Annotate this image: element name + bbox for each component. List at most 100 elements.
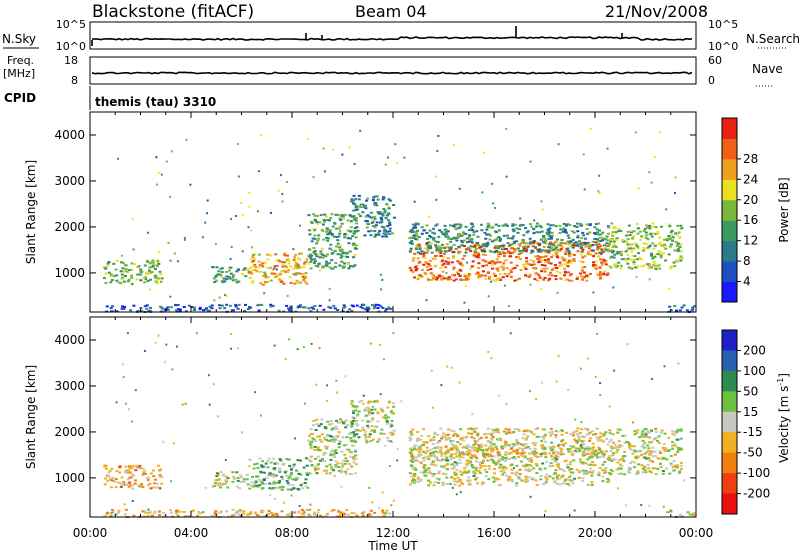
data-cell: [174, 309, 178, 311]
data-cell: [606, 443, 610, 446]
data-cell: [636, 227, 640, 230]
data-cell: [221, 482, 225, 485]
data-cell: [443, 224, 447, 227]
data-cell: [280, 488, 284, 491]
data-cell: [644, 237, 648, 239]
data-cell: [581, 248, 585, 251]
data-cell: [103, 483, 107, 486]
data-cell: [517, 277, 521, 280]
data-cell: [269, 303, 273, 306]
data-cell: [672, 261, 676, 264]
data-cell: [103, 277, 106, 280]
data-cell: [318, 459, 322, 462]
data-cell: [582, 473, 586, 476]
data-cell: [522, 464, 526, 467]
data-cell: [544, 239, 548, 242]
data-cell: [636, 232, 640, 235]
data-cell: [278, 467, 282, 470]
data-cell: [318, 438, 322, 441]
data-cell: [482, 453, 485, 455]
scatter-cell: [431, 275, 434, 277]
data-cell: [408, 472, 412, 475]
data-cell: [475, 230, 479, 233]
data-cell: [456, 273, 460, 275]
scatter-cell: [322, 147, 325, 150]
data-cell: [642, 230, 646, 232]
colorbar-block: [722, 473, 737, 495]
data-cell: [421, 444, 425, 447]
data-cell: [294, 263, 297, 266]
data-cell: [149, 487, 153, 490]
data-cell: [473, 455, 477, 458]
data-cell: [277, 309, 281, 312]
scatter-cell: [335, 379, 338, 382]
data-cell: [337, 446, 341, 449]
data-cell: [623, 434, 627, 437]
data-cell: [585, 452, 588, 455]
data-cell: [483, 254, 487, 256]
data-cell: [190, 510, 194, 513]
data-cell: [524, 262, 528, 265]
data-cell: [582, 271, 586, 274]
data-cell: [211, 266, 215, 269]
scatter-cell: [379, 273, 382, 276]
data-cell: [310, 306, 314, 309]
data-cell: [271, 304, 275, 307]
data-cell: [586, 428, 590, 431]
data-cell: [305, 457, 308, 460]
data-cell: [640, 265, 644, 268]
data-cell: [651, 242, 655, 245]
data-cell: [409, 447, 412, 450]
data-cell: [355, 226, 359, 229]
scatter-cell: [183, 238, 186, 241]
data-cell: [437, 478, 441, 481]
data-cell: [550, 231, 554, 234]
scatter-cell: [513, 467, 515, 470]
data-cell: [273, 265, 277, 268]
scatter-cell: [614, 265, 617, 268]
data-cell: [295, 279, 299, 282]
data-cell: [522, 234, 526, 237]
scatter-cell: [598, 192, 601, 194]
data-cell: [588, 431, 592, 434]
data-cell: [302, 273, 306, 276]
data-cell: [666, 511, 670, 514]
data-cell: [346, 229, 350, 232]
data-cell: [549, 462, 553, 465]
data-cell: [104, 465, 108, 467]
data-cell: [268, 472, 272, 475]
freq-left-label: Freq.: [7, 54, 34, 67]
data-cell: [347, 462, 351, 465]
data-cell: [385, 420, 389, 423]
data-cell: [512, 431, 516, 433]
data-cell: [522, 241, 526, 244]
data-cell: [597, 222, 601, 225]
data-cell: [474, 478, 477, 481]
data-cell: [274, 253, 278, 256]
data-cell: [617, 472, 621, 475]
data-cell: [459, 470, 463, 473]
data-cell: [455, 271, 459, 274]
data-cell: [651, 255, 655, 258]
data-cell: [650, 451, 654, 454]
data-cell: [507, 244, 511, 247]
data-cell: [263, 271, 267, 274]
data-cell: [550, 432, 554, 435]
data-cell: [454, 473, 458, 476]
data-cell: [366, 420, 370, 423]
data-cell: [272, 475, 276, 478]
data-cell: [646, 226, 649, 229]
data-cell: [134, 465, 138, 468]
data-cell: [139, 484, 143, 487]
data-cell: [449, 240, 453, 243]
data-cell: [498, 437, 502, 440]
data-cell: [482, 454, 485, 457]
data-cell: [548, 227, 552, 230]
data-cell: [426, 277, 430, 280]
data-cell: [547, 245, 551, 248]
data-cell: [335, 236, 339, 238]
data-cell: [456, 234, 460, 236]
data-cell: [357, 213, 361, 216]
data-cell: [328, 423, 332, 426]
data-cell: [159, 305, 163, 308]
